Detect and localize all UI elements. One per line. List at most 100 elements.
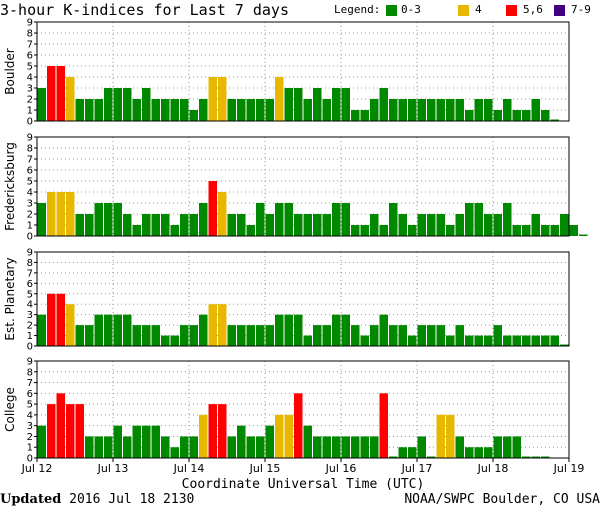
updated-footer: Updated 2016 Jul 18 2130 [0, 492, 194, 507]
k-index-bar [560, 214, 569, 236]
legend-item-label-3: 7-9 [571, 3, 591, 16]
k-index-bar [227, 325, 236, 346]
y-tick-label: 8 [27, 367, 33, 378]
k-index-bar [256, 203, 265, 236]
k-index-bar [541, 456, 550, 458]
y-tick-label: 7 [27, 155, 33, 166]
y-tick-label: 0 [27, 454, 33, 465]
k-index-bar [208, 304, 217, 346]
k-index-bar [389, 99, 398, 121]
k-index-bar [170, 447, 179, 458]
k-index-bar [322, 436, 331, 458]
k-index-bar [142, 214, 151, 236]
k-index-bar [75, 325, 84, 346]
k-index-bar [237, 425, 246, 458]
panel-frame [36, 21, 570, 122]
k-index-bar [550, 119, 559, 121]
y-tick-label: 2 [27, 95, 33, 106]
k-index-bar [56, 393, 65, 458]
k-index-bar [531, 335, 540, 346]
k-index-bar [246, 99, 255, 121]
legend-swatch-1 [458, 5, 469, 16]
k-index-bar [408, 335, 417, 346]
k-index-bar [132, 425, 141, 458]
k-index-bar [379, 393, 388, 458]
k-index-bar [332, 436, 341, 458]
k-index-bar [398, 99, 407, 121]
k-index-bar [427, 99, 436, 121]
k-index-bar [341, 203, 350, 236]
k-index-bar [75, 404, 84, 458]
k-index-bar [123, 88, 132, 121]
y-tick-label: 8 [27, 29, 33, 40]
x-tick-label: Jul 19 [553, 462, 585, 475]
k-index-bar [104, 88, 113, 121]
x-tick-label: Jul 15 [249, 462, 281, 475]
x-tick-label: Jul 12 [21, 462, 53, 475]
k-index-bar [189, 214, 198, 236]
k-index-bar [37, 425, 46, 458]
k-index-bar [123, 436, 132, 458]
k-index-bar [218, 77, 227, 121]
y-tick-label: 1 [27, 106, 33, 117]
k-index-bar [218, 404, 227, 458]
k-index-bar [161, 335, 170, 346]
k-index-bar [180, 325, 189, 346]
k-index-bar [408, 225, 417, 236]
y-tick-label: 6 [27, 51, 33, 62]
k-index-bar [113, 314, 122, 346]
k-index-bar [208, 181, 217, 236]
k-index-bar [322, 214, 331, 236]
k-index-bar [313, 325, 322, 346]
k-index-bar [332, 203, 341, 236]
k-index-bar [199, 203, 208, 236]
k-index-bar [436, 325, 445, 346]
k-index-bar [313, 436, 322, 458]
k-index-bar [351, 110, 360, 121]
k-index-bar [541, 225, 550, 236]
k-index-bar [512, 110, 521, 121]
k-index-bar [284, 314, 293, 346]
k-index-bar [398, 447, 407, 458]
y-tick-label: 1 [27, 443, 33, 454]
k-index-bar [417, 214, 426, 236]
k-index-bar [522, 225, 531, 236]
k-index-bar [303, 99, 312, 121]
k-index-bar [427, 325, 436, 346]
k-index-bar [123, 214, 132, 236]
y-tick-label: 4 [27, 410, 33, 421]
k-index-bar [303, 335, 312, 346]
k-index-bar [436, 99, 445, 121]
updated-label: Updated [0, 492, 62, 507]
k-index-bar [398, 325, 407, 346]
chart-title: 3-hour K-indices for Last 7 days [0, 1, 289, 19]
k-index-bar [284, 88, 293, 121]
k-index-bar [237, 214, 246, 236]
k-index-bar [47, 66, 56, 121]
k-index-bar [256, 436, 265, 458]
k-index-bar [85, 325, 94, 346]
k-index-bar [351, 436, 360, 458]
x-tick-label: Jul 13 [97, 462, 129, 475]
k-index-bar [484, 335, 493, 346]
legend-swatch-0 [386, 5, 397, 16]
k-index-bar [265, 214, 274, 236]
k-index-bar [94, 203, 103, 236]
k-index-bar [75, 99, 84, 121]
y-tick-label: 3 [27, 421, 33, 432]
y-tick-label: 2 [27, 432, 33, 443]
k-index-bar [180, 214, 189, 236]
k-index-bar [113, 203, 122, 236]
k-index-bar [275, 77, 284, 121]
k-index-bar [522, 456, 531, 458]
k-index-bar [398, 214, 407, 236]
y-tick-label: 0 [27, 342, 33, 353]
k-index-bar [503, 99, 512, 121]
k-index-bar [151, 214, 160, 236]
k-index-bar [151, 325, 160, 346]
k-index-bar [227, 436, 236, 458]
k-index-bar [151, 99, 160, 121]
k-index-bar [427, 214, 436, 236]
k-index-bar [218, 192, 227, 236]
k-index-bar [474, 447, 483, 458]
